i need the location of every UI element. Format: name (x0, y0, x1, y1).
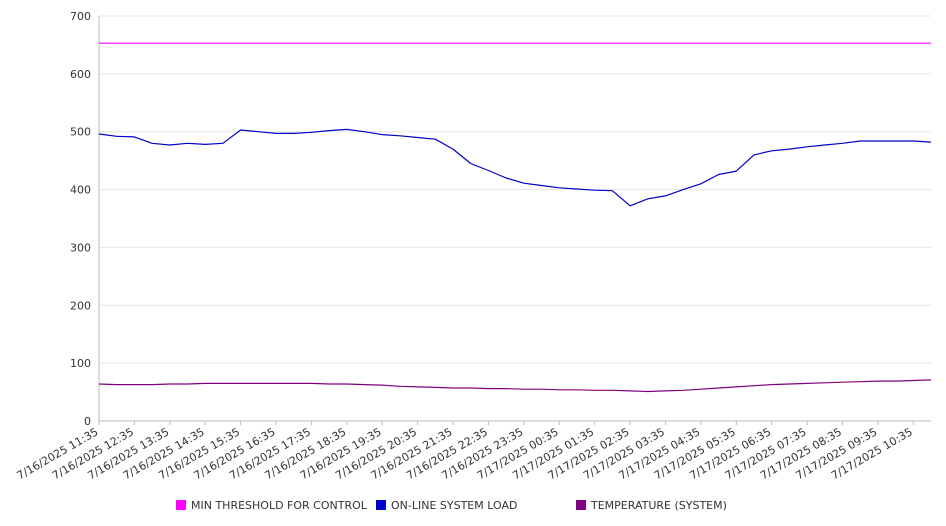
x-tick-labels: 7/16/2025 11:357/16/2025 12:357/16/2025 … (15, 425, 915, 482)
grid-lines (99, 15, 931, 364)
y-tick-label-300: 300 (70, 241, 91, 254)
legend-swatch-min-threshold (176, 500, 186, 510)
y-tick-label-700: 700 (70, 10, 91, 23)
legend-label-temperature: TEMPERATURE (SYSTEM) (591, 498, 727, 512)
y-tick-label-600: 600 (70, 68, 91, 81)
legend-item-temperature[interactable]: TEMPERATURE (SYSTEM) (576, 497, 727, 513)
legend: MIN THRESHOLD FOR CONTROL ON-LINE SYSTEM… (0, 497, 946, 515)
y-tick-label-0: 0 (84, 415, 91, 428)
legend-item-min-threshold[interactable]: MIN THRESHOLD FOR CONTROL (176, 497, 367, 513)
y-tick-label-100: 100 (70, 357, 91, 370)
legend-swatch-system-load (376, 500, 386, 510)
y-tick-label-500: 500 (70, 126, 91, 139)
series-lines (98, 42, 932, 393)
legend-label-system-load: ON-LINE SYSTEM LOAD (391, 498, 518, 512)
y-tick-label-400: 400 (70, 184, 91, 197)
y-tick-label-200: 200 (70, 299, 91, 312)
legend-label-min-threshold: MIN THRESHOLD FOR CONTROL (191, 498, 367, 512)
y-tick-labels: 0 100 200 300 400 500 600 700 (70, 10, 91, 428)
series-line-1 (98, 128, 932, 207)
legend-swatch-temperature (576, 500, 586, 510)
axes (98, 16, 931, 425)
legend-item-system-load[interactable]: ON-LINE SYSTEM LOAD (376, 497, 517, 513)
series-line-2 (98, 379, 932, 393)
